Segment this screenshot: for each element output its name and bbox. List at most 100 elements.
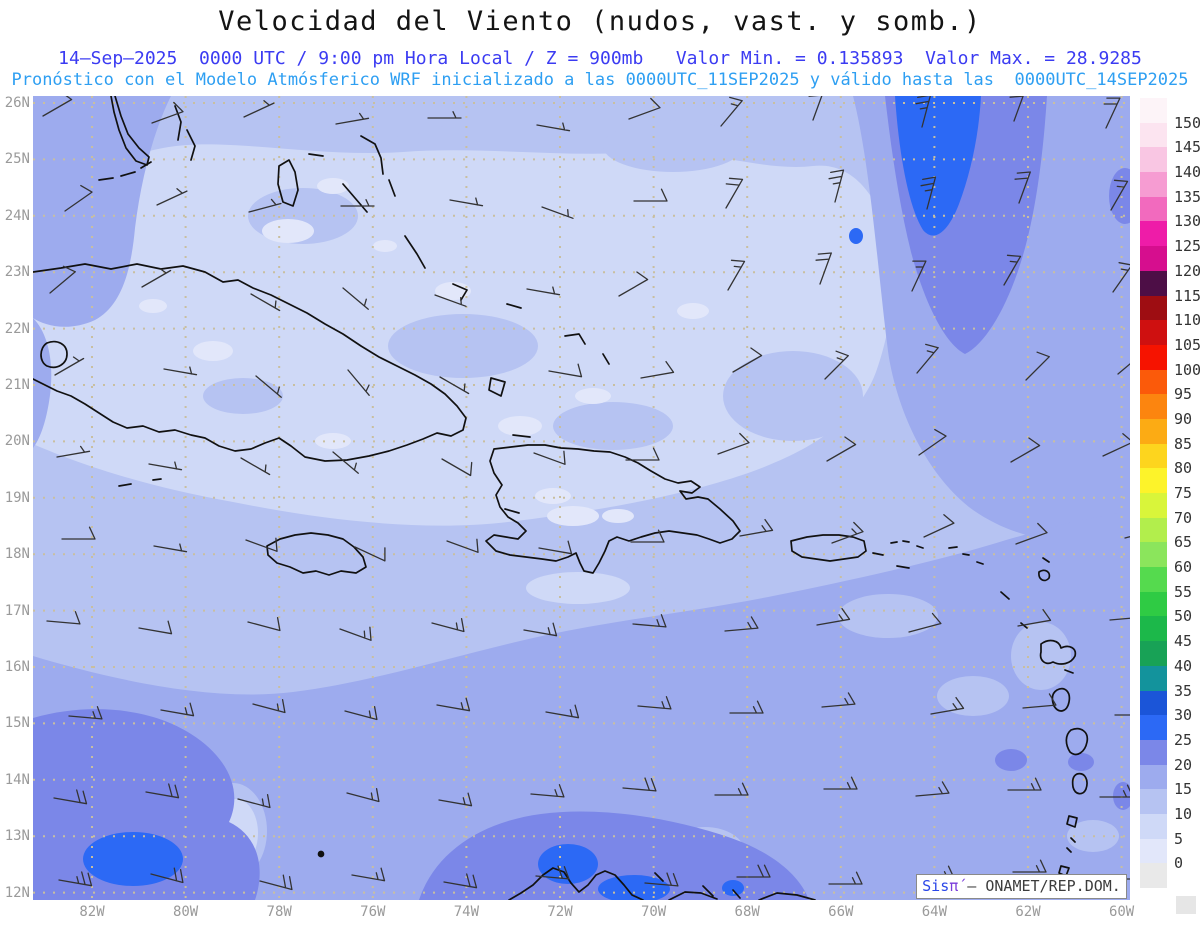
- lat-tick-label: 22N: [4, 320, 30, 337]
- colorbar-segment: [1140, 443, 1167, 469]
- colorbar-segment: [1140, 221, 1167, 247]
- wind-barb: [148, 461, 183, 471]
- map-canvas: [33, 96, 1130, 900]
- colorbar-segment: [1140, 665, 1167, 691]
- colorbar-tick-label: 145: [1174, 138, 1200, 157]
- wind-barb: [1109, 617, 1130, 621]
- wind-barb: [724, 616, 759, 632]
- colorbar-segment: [1140, 493, 1167, 518]
- colorbar-segment: [1140, 838, 1167, 864]
- colorbar-tick-label: 40: [1174, 656, 1193, 675]
- wind-barb: [237, 794, 271, 809]
- colorbar-tick-label: 105: [1174, 335, 1200, 354]
- wind-barb: [56, 445, 91, 458]
- lat-tick-label: 23N: [4, 264, 30, 281]
- wind-barb: [1117, 363, 1130, 375]
- wind-barb: [339, 626, 372, 641]
- colorbar-tick-label: 30: [1174, 706, 1193, 725]
- lon-tick-label: 60W: [1108, 904, 1135, 920]
- colorbar-segment: [1140, 789, 1167, 814]
- colorbar-segment: [1140, 246, 1167, 271]
- lon-tick-label: 64W: [921, 904, 948, 920]
- wind-barb: [536, 122, 571, 132]
- colorbar-tick-label: 90: [1174, 409, 1193, 428]
- wind-barb: [918, 428, 947, 456]
- lat-tick-label: 18N: [4, 546, 30, 563]
- jamaica: [266, 532, 367, 576]
- wind-barb: [255, 375, 282, 398]
- wind-barb: [1099, 784, 1130, 798]
- wind-barb: [439, 376, 470, 395]
- wind-barb: [1112, 262, 1130, 293]
- wind-barb: [1025, 351, 1050, 381]
- wind-barb: [247, 617, 281, 632]
- wind-barb: [732, 347, 763, 373]
- wind-barbs: [42, 96, 1130, 891]
- wind-barb: [446, 538, 479, 553]
- lat-tick-label: 16N: [4, 659, 30, 675]
- colorbar-tick-label: 115: [1174, 286, 1200, 305]
- colorbar-tick-label: 80: [1174, 459, 1193, 478]
- wind-barb: [1114, 714, 1130, 716]
- wind-barb: [252, 699, 286, 714]
- wind-barb: [344, 706, 378, 721]
- wind-barb: [153, 543, 188, 553]
- wind-barb: [145, 783, 180, 799]
- colorbar-segment: [1140, 813, 1167, 839]
- colorbar-tick-label: 35: [1174, 681, 1193, 700]
- colorbar-tick-label: 55: [1174, 582, 1193, 601]
- lat-tick-label: 14N: [4, 771, 30, 788]
- wind-barb: [632, 614, 667, 628]
- wind-barb: [1017, 608, 1052, 627]
- colorbar-segment: [1140, 147, 1167, 173]
- colorbar-tick-label: 65: [1174, 533, 1193, 552]
- colorbar-segment: [1140, 764, 1167, 790]
- lat-tick-label: 12N: [4, 884, 30, 901]
- wind-barb: [640, 360, 675, 379]
- wind-barb: [53, 789, 88, 805]
- colorbar-segment: [1140, 517, 1167, 543]
- wind-barb: [548, 363, 583, 378]
- wind-barb: [915, 96, 931, 128]
- wind-barb: [923, 514, 955, 538]
- wind-barb: [436, 697, 471, 712]
- wind-barb: [720, 96, 743, 127]
- wind-barb: [714, 782, 749, 796]
- colorbar-tick-label: 20: [1174, 755, 1193, 774]
- wind-barb: [427, 111, 462, 119]
- coastlines: [33, 96, 1089, 900]
- colorbar-segment: [1140, 715, 1167, 740]
- wind-barb: [1009, 96, 1024, 122]
- colorbar-tick-label: 85: [1174, 434, 1193, 453]
- grid-lines: [33, 96, 1130, 900]
- wind-barb: [545, 704, 580, 719]
- wind-barb: [150, 867, 184, 884]
- wind-barb: [1003, 254, 1022, 286]
- wind-barb: [58, 871, 93, 887]
- wind-barb: [346, 788, 380, 803]
- lat-tick-label: 21N: [4, 377, 30, 393]
- wind-barb: [823, 776, 858, 790]
- colorbar-segment: [1140, 196, 1167, 222]
- wind-barb: [340, 199, 375, 207]
- grand-bahama: [174, 105, 196, 161]
- wind-barb: [828, 871, 863, 885]
- colorbar-tick-label: 15: [1174, 780, 1193, 799]
- wind-barb: [332, 451, 359, 474]
- colorbar-segment: [1140, 641, 1167, 666]
- wind-barb: [441, 458, 473, 477]
- wind-barb: [163, 366, 198, 376]
- wind-barb: [1103, 97, 1121, 129]
- lon-tick-label: 62W: [1015, 904, 1041, 920]
- colorbar-tick-label: 100: [1174, 360, 1200, 379]
- lon-tick-label: 70W: [640, 904, 667, 920]
- wind-barb: [434, 294, 467, 307]
- colorbar-tick-label: 110: [1174, 311, 1200, 330]
- wind-barb: [138, 620, 173, 635]
- credit-watermark: Sisπ́ – ONAMET/REP.DOM.: [916, 874, 1127, 899]
- lat-tick-label: 20N: [4, 433, 30, 450]
- wind-barb: [443, 873, 478, 889]
- wind-barb: [46, 611, 81, 625]
- colorbar-segment: [1140, 394, 1167, 419]
- wind-barb: [431, 618, 465, 633]
